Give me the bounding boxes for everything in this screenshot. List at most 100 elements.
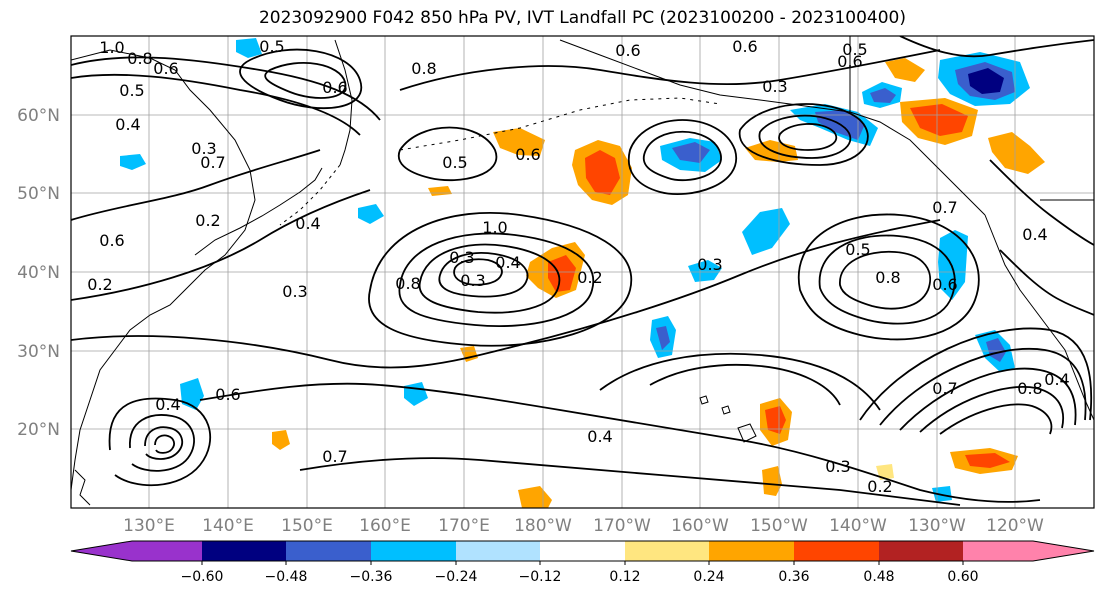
colorbar-segment bbox=[879, 541, 963, 561]
contour-line bbox=[418, 243, 561, 314]
lat-label: 60°N bbox=[17, 106, 60, 126]
lon-label: 140°E bbox=[202, 516, 254, 536]
contour-label: 0.4 bbox=[115, 115, 140, 134]
contour-line bbox=[71, 189, 371, 301]
contour-line bbox=[642, 131, 722, 182]
lon-label: 150°W bbox=[750, 516, 808, 536]
contour-label: 0.2 bbox=[87, 275, 112, 294]
colorbar-extend-min bbox=[71, 541, 132, 561]
contour-label: 0.7 bbox=[322, 447, 347, 466]
colorbar-outline bbox=[70, 540, 1095, 562]
lat-label: 30°N bbox=[17, 342, 60, 362]
contour-label: 0.4 bbox=[1044, 370, 1069, 389]
colorbar-segment bbox=[709, 541, 794, 561]
colorbar-tick-label: 0.36 bbox=[778, 569, 809, 585]
contour-label: 0.3 bbox=[191, 139, 216, 158]
colorbar-tick-label: 0.12 bbox=[609, 569, 640, 585]
lon-label: 170°W bbox=[593, 516, 651, 536]
contour-line bbox=[108, 397, 212, 487]
coastline-na-west bbox=[984, 214, 1094, 421]
contour-label: 0.7 bbox=[200, 153, 225, 172]
contour-label: 1.0 bbox=[99, 38, 124, 57]
map-gridlines bbox=[71, 36, 1094, 508]
contour-label: 0.3 bbox=[449, 248, 474, 267]
contour-line bbox=[399, 49, 941, 91]
coastline-philippines bbox=[74, 469, 91, 506]
lon-label: 160°W bbox=[671, 516, 729, 536]
contour-line bbox=[859, 327, 1093, 421]
lat-label: 50°N bbox=[17, 184, 60, 204]
shade-neg bbox=[986, 338, 1006, 362]
coastline-aleutians bbox=[399, 97, 721, 151]
contour-line bbox=[778, 123, 838, 151]
colorbar-tick-label: −0.48 bbox=[265, 569, 308, 585]
contour-label: 0.6 bbox=[732, 37, 757, 56]
shade-neg bbox=[672, 142, 710, 163]
lon-label: 180°W bbox=[514, 516, 572, 536]
colorbar-tick-label: −0.24 bbox=[435, 569, 478, 585]
longitude-labels: 130°E 140°E 150°E 160°E 170°E 180°W 170°W 160°W… bbox=[123, 516, 1044, 536]
contour-label: 0.4 bbox=[295, 214, 320, 233]
coastline-japan bbox=[194, 167, 323, 256]
contour-label: 0.7 bbox=[932, 379, 957, 398]
colorbar-tick-label: −0.36 bbox=[350, 569, 393, 585]
shade-neg bbox=[742, 208, 790, 255]
shade-pos bbox=[988, 132, 1045, 174]
contour-labels: 1.00.80.60.50.40.30.70.50.60.80.6 0.6 0.50… bbox=[87, 37, 1069, 496]
lon-label: 130°W bbox=[908, 516, 966, 536]
contour-line bbox=[71, 149, 321, 221]
contour-line bbox=[199, 382, 1041, 503]
colorbar-segments bbox=[70, 540, 1095, 562]
colorbar-tick-label: −0.60 bbox=[181, 569, 224, 585]
contour-label: 0.8 bbox=[395, 274, 420, 293]
contour-label: 0.6 bbox=[99, 231, 124, 250]
contour-label: 0.5 bbox=[442, 153, 467, 172]
contour-label: 0.6 bbox=[932, 275, 957, 294]
colorbar-tick-label: −0.12 bbox=[519, 569, 562, 585]
contour-line bbox=[129, 414, 195, 472]
contour-line bbox=[627, 119, 738, 195]
contour-label: 0.4 bbox=[587, 427, 612, 446]
contour-line bbox=[397, 126, 498, 182]
contour-line bbox=[989, 159, 1094, 246]
contour-label: 0.3 bbox=[762, 77, 787, 96]
contour-label: 0.8 bbox=[1017, 379, 1042, 398]
contour-line bbox=[999, 249, 1094, 316]
contour-line bbox=[839, 250, 932, 310]
colorbar-segment bbox=[456, 541, 540, 561]
lon-label: 120°W bbox=[986, 516, 1044, 536]
contour-label: 0.8 bbox=[875, 268, 900, 287]
shade-neg bbox=[870, 88, 896, 103]
contour-label: 0.6 bbox=[515, 145, 540, 164]
shade-pos bbox=[518, 486, 552, 508]
contour-label: 0.5 bbox=[845, 240, 870, 259]
coastline-kamchatka bbox=[334, 39, 353, 166]
contour-label: 0.2 bbox=[577, 268, 602, 287]
contour-line bbox=[599, 352, 881, 411]
colorbar-tick-label: 0.48 bbox=[863, 569, 894, 585]
latitude-labels: 60°N 50°N 40°N 30°N 20°N bbox=[17, 106, 60, 440]
shade-neg bbox=[358, 204, 384, 224]
colorbar-tick-label: 0.24 bbox=[693, 569, 724, 585]
contour-line bbox=[398, 232, 595, 327]
shade-pos bbox=[493, 128, 545, 156]
shade-pos bbox=[876, 464, 894, 480]
shade-neg bbox=[968, 68, 1004, 94]
contour-line bbox=[899, 367, 1077, 431]
contour-line bbox=[264, 62, 347, 99]
contour-line bbox=[818, 234, 956, 325]
colorbar-tick-label: 0.60 bbox=[947, 569, 978, 585]
contour-label: 0.8 bbox=[127, 49, 152, 68]
contour-label: 0.6 bbox=[837, 52, 862, 71]
contour-line bbox=[758, 114, 852, 159]
colorbar-segment bbox=[540, 541, 625, 561]
contour-label: 0.2 bbox=[867, 477, 892, 496]
colorbar-segment bbox=[132, 541, 202, 561]
contour-line bbox=[144, 426, 184, 460]
lon-label: 160°E bbox=[359, 516, 411, 536]
contour-label: 0.3 bbox=[282, 282, 307, 301]
lat-label: 20°N bbox=[17, 420, 60, 440]
pv-contours bbox=[71, 36, 1094, 506]
contour-line bbox=[71, 219, 941, 369]
